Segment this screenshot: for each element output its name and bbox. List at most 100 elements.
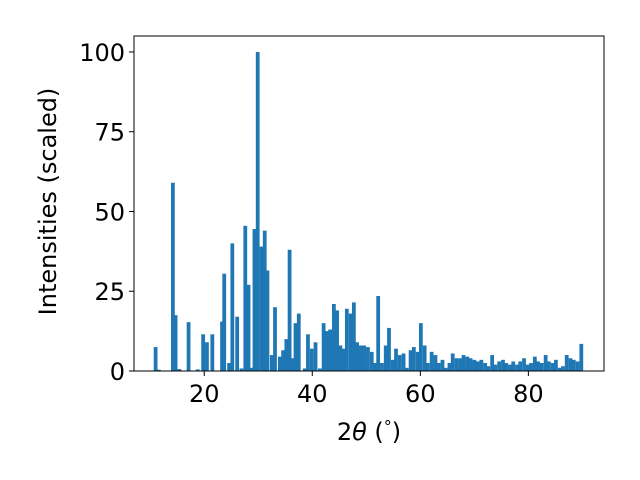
bar xyxy=(338,345,343,371)
bar xyxy=(296,313,301,371)
bar xyxy=(246,284,251,371)
bar xyxy=(575,361,580,371)
bar xyxy=(515,364,519,371)
bar xyxy=(443,367,448,371)
bar xyxy=(243,225,248,371)
bar xyxy=(328,329,332,371)
bar xyxy=(317,368,322,371)
bar xyxy=(277,356,282,371)
bar xyxy=(465,356,470,371)
bar xyxy=(387,327,391,371)
bar xyxy=(222,273,227,371)
bar xyxy=(390,359,395,371)
bar xyxy=(230,243,235,371)
bar xyxy=(532,356,537,371)
bar xyxy=(397,355,402,371)
bar xyxy=(425,363,430,371)
bar xyxy=(511,361,516,371)
bar xyxy=(324,331,329,371)
bar xyxy=(504,363,509,371)
bar xyxy=(321,323,326,371)
bar xyxy=(436,363,441,371)
bar xyxy=(415,351,420,371)
bar xyxy=(171,182,175,371)
bar xyxy=(472,359,477,371)
bar xyxy=(355,342,359,371)
bar xyxy=(366,347,370,371)
bar xyxy=(201,334,206,371)
plot-frame xyxy=(133,35,605,372)
bar xyxy=(186,322,191,371)
bar xyxy=(341,348,346,371)
bar xyxy=(220,321,224,371)
y-tick-label: 50 xyxy=(94,198,125,226)
bar xyxy=(362,345,367,371)
bar xyxy=(561,366,565,371)
bar xyxy=(348,313,353,371)
bar xyxy=(249,367,254,371)
bar xyxy=(153,347,158,371)
bar xyxy=(401,353,406,371)
bar xyxy=(568,358,573,371)
bars-group xyxy=(153,51,584,371)
bar xyxy=(579,343,584,371)
bar xyxy=(440,359,445,371)
bar xyxy=(522,358,526,371)
bar xyxy=(454,358,459,371)
x-tick-label: 20 xyxy=(189,380,220,408)
bar xyxy=(479,359,484,371)
bar xyxy=(475,361,480,371)
bar xyxy=(508,364,512,371)
bar xyxy=(269,355,274,371)
y-tick-label: 25 xyxy=(94,278,125,306)
bar xyxy=(394,348,398,371)
bar xyxy=(501,359,505,371)
bar xyxy=(493,364,498,371)
bar xyxy=(252,229,257,371)
bar xyxy=(461,355,466,371)
bar xyxy=(564,355,569,371)
bar xyxy=(518,361,523,371)
bar xyxy=(557,367,562,371)
bar xyxy=(205,342,209,371)
x-axis-title: 2θ (°) xyxy=(337,417,401,446)
bar xyxy=(287,249,292,371)
bar xyxy=(259,246,264,371)
bar xyxy=(195,369,200,371)
bar xyxy=(255,51,260,371)
bar xyxy=(554,359,558,371)
bar xyxy=(369,351,374,371)
bar xyxy=(309,348,314,371)
x-axis: 20 40 60 80 xyxy=(189,371,544,408)
bar xyxy=(447,363,452,371)
bar xyxy=(284,339,289,371)
bar xyxy=(418,323,423,371)
bar xyxy=(273,307,277,371)
bar xyxy=(262,230,267,371)
y-tick-label: 0 xyxy=(110,358,125,386)
bar xyxy=(486,366,491,371)
bar xyxy=(173,315,178,371)
bar xyxy=(497,361,502,371)
bar xyxy=(265,270,270,371)
y-tick-label: 75 xyxy=(94,119,125,147)
bar xyxy=(571,359,576,371)
bar xyxy=(313,342,318,371)
bar xyxy=(293,323,298,371)
bar xyxy=(458,358,463,371)
bar xyxy=(383,345,388,371)
bar xyxy=(373,363,377,371)
bar xyxy=(239,368,244,371)
bar xyxy=(177,369,182,371)
x-tick-label: 80 xyxy=(513,380,544,408)
bar xyxy=(429,351,434,371)
bar xyxy=(543,355,548,371)
bar xyxy=(422,345,427,371)
bar xyxy=(411,347,416,371)
bar xyxy=(344,308,349,371)
bar xyxy=(404,367,409,371)
x-tick-label: 40 xyxy=(297,380,328,408)
bar xyxy=(331,304,336,371)
bar xyxy=(490,355,495,371)
